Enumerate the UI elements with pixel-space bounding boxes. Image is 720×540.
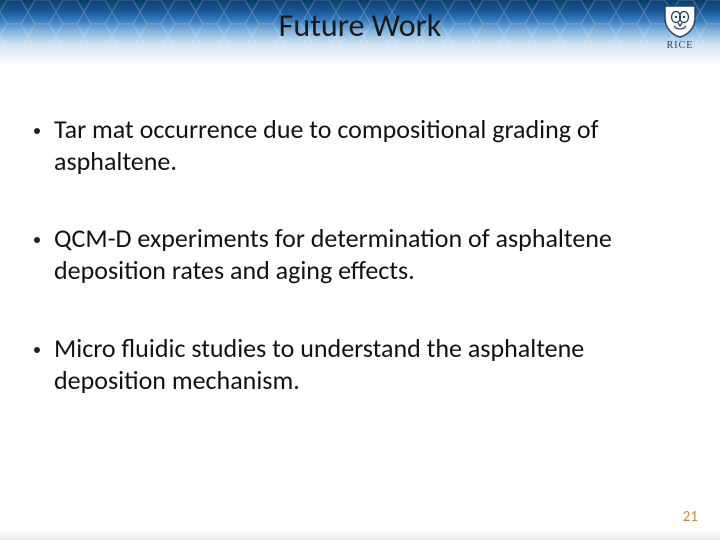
bullet-text: QCM-D experiments for determination of a… [54, 223, 686, 286]
content-area: Tar mat occurrence due to compositional … [0, 66, 720, 396]
list-item: QCM-D experiments for determination of a… [34, 223, 686, 286]
slide: Future Work RICE Tar mat occurrence due … [0, 0, 720, 540]
bullet-text: Tar mat occurrence due to compositional … [54, 114, 686, 177]
page-number: 21 [683, 508, 698, 526]
slide-title: Future Work [0, 6, 720, 45]
logo-text: RICE [652, 40, 708, 51]
footer-shadow [0, 530, 720, 540]
bullet-text: Micro fluidic studies to understand the … [54, 333, 686, 396]
list-item: Tar mat occurrence due to compositional … [34, 114, 686, 177]
bullet-dot-icon [34, 128, 40, 134]
shield-icon [662, 4, 698, 38]
list-item: Micro fluidic studies to understand the … [34, 333, 686, 396]
bullet-dot-icon [34, 237, 40, 243]
rice-logo: RICE [652, 4, 708, 60]
bullet-dot-icon [34, 347, 40, 353]
header-bar: Future Work RICE [0, 0, 720, 66]
